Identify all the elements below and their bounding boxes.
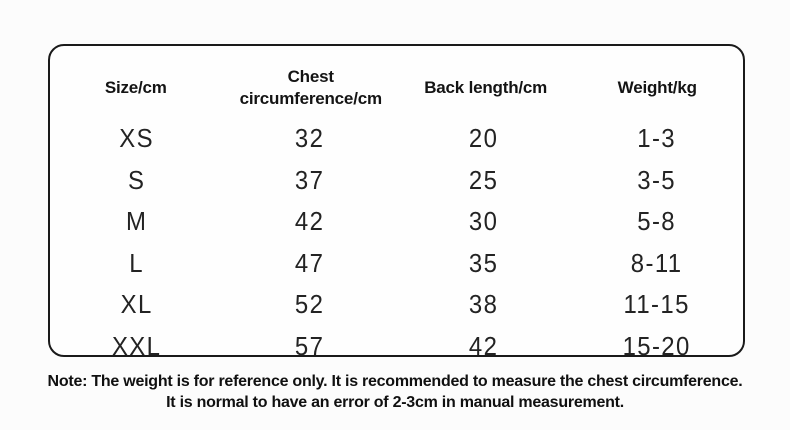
table-row: XS 32 20 1-3 [50,118,743,160]
cell-weight: 15-20 [622,330,691,361]
cell-weight: 3-5 [637,164,676,195]
size-chart-table: Size/cm Chest circumference/cm Back leng… [48,44,745,361]
table-row: S 37 25 3-5 [50,160,743,202]
cell-back-length: 38 [468,289,498,320]
cell-back-length: 42 [468,330,498,361]
cell-size: XS [119,123,154,154]
header-size: Size/cm [104,77,167,97]
cell-chest-circumference: 57 [295,330,325,361]
cell-weight: 1-3 [637,123,676,154]
cell-size: XL [120,289,153,320]
measurement-note: Note: The weight is for reference only. … [47,373,743,412]
table-header-row: Size/cm Chest circumference/cm Back leng… [50,58,743,118]
header-weight: Weight/kg [617,77,697,97]
cell-chest-circumference: 52 [295,289,325,320]
table-row: XXL 57 42 15-20 [50,326,743,368]
cell-size: M [125,206,148,237]
cell-chest-circumference: 37 [295,164,325,195]
cell-back-length: 30 [468,206,498,237]
cell-weight: 11-15 [623,289,690,320]
cell-chest-circumference: 42 [295,206,325,237]
cell-weight: 8-11 [630,247,683,278]
cell-back-length: 35 [468,247,498,278]
cell-back-length: 25 [468,164,498,195]
cell-back-length: 20 [468,123,498,154]
cell-chest-circumference: 32 [295,123,325,154]
table-row: XL 52 38 11-15 [50,284,743,326]
cell-size: XXL [111,330,162,361]
header-chest-circumference: Chest circumference/cm [239,66,383,108]
cell-weight: 5-8 [637,206,676,237]
table-row: L 47 35 8-11 [50,243,743,285]
cell-chest-circumference: 47 [295,247,325,278]
header-back-length: Back length/cm [424,77,548,97]
cell-size: S [127,164,146,195]
table-row: M 42 30 5-8 [50,201,743,243]
table-body: XS 32 20 1-3 S 37 25 3-5 M 42 30 5-8 L 4… [50,118,743,367]
cell-size: L [129,247,144,278]
